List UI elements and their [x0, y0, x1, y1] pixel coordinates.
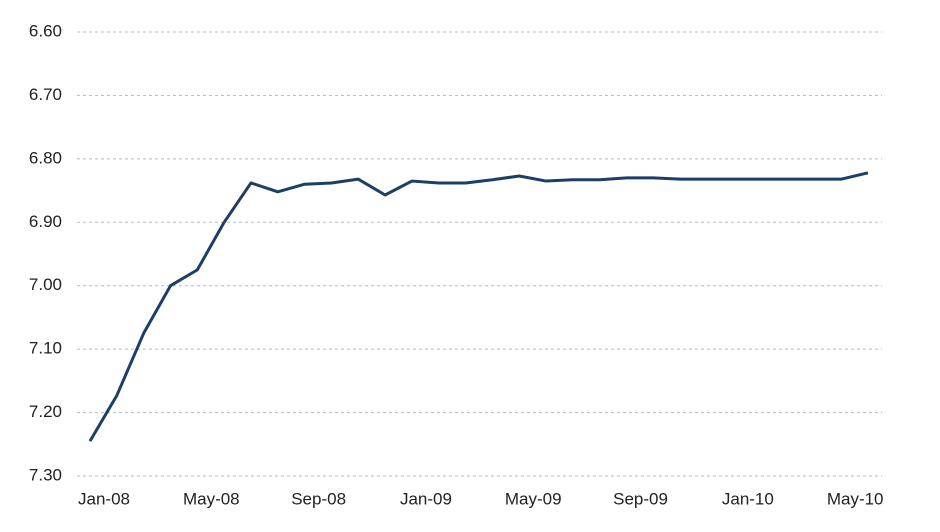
y-tick-label: 6.70: [29, 85, 62, 104]
y-tick-label: 6.90: [29, 212, 62, 231]
y-tick-label: 7.10: [29, 339, 62, 358]
data-line: [88, 171, 869, 442]
y-tick-label: 6.80: [29, 148, 62, 167]
x-tick-label: Jan-08: [78, 489, 130, 508]
x-tick-label: Sep-09: [613, 489, 668, 508]
x-tick-label: Sep-08: [291, 489, 346, 508]
y-tick-label: 7.20: [29, 402, 62, 421]
x-tick-label: May-09: [505, 489, 562, 508]
y-tick-label: 7.00: [29, 275, 62, 294]
x-tick-label: Jan-09: [400, 489, 452, 508]
x-tick-label: May-10: [827, 489, 884, 508]
x-tick-label: May-08: [183, 489, 240, 508]
x-tick-label: Jan-10: [722, 489, 774, 508]
y-tick-label: 7.30: [29, 465, 62, 484]
y-tick-label: 6.60: [29, 21, 62, 40]
